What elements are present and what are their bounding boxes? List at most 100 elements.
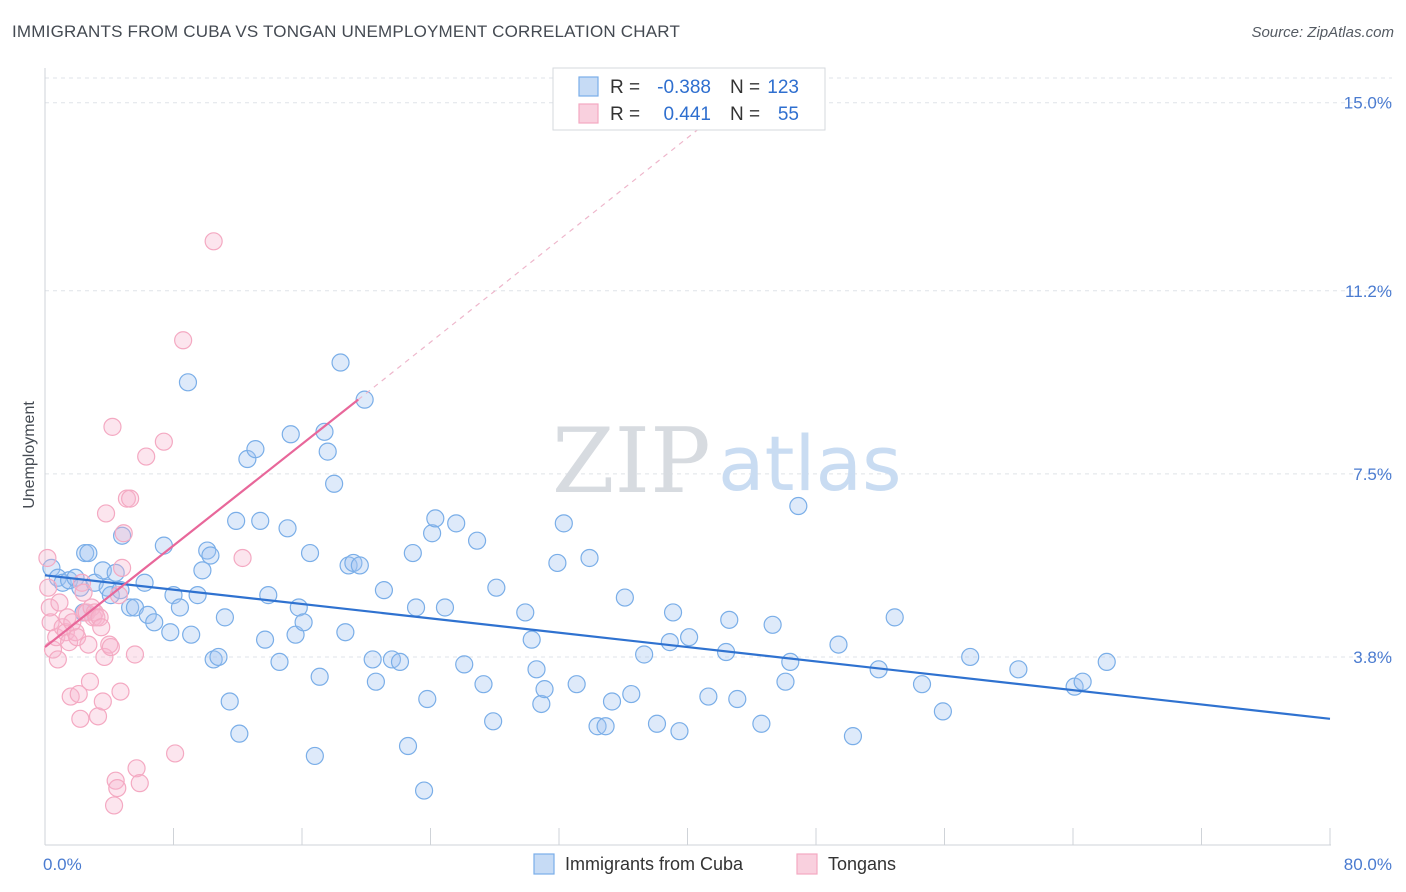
grid-lines (45, 77, 1392, 658)
cuba-point-82 (532, 694, 551, 714)
cuba-point-32 (209, 647, 228, 667)
cuba-point-91 (615, 588, 634, 607)
tongans-point-17 (71, 709, 90, 728)
cuba-point-94 (647, 714, 667, 733)
cuba-point-118 (1097, 652, 1116, 672)
cuba-point-85 (554, 514, 573, 533)
bottom-legend-swatch-tongans (796, 853, 818, 875)
cuba-point-22 (161, 623, 180, 642)
cuba-point-8 (79, 543, 98, 563)
cuba-point-53 (325, 474, 344, 493)
cuba-point-64 (390, 652, 410, 672)
tongans-point-52 (174, 331, 193, 350)
bottom-legend-swatch-cuba (533, 853, 555, 875)
cuba-point-31 (204, 650, 223, 669)
tongans-point-33 (96, 504, 116, 523)
cuba-point-47 (294, 613, 313, 632)
tongans-point-31 (93, 692, 112, 711)
cuba-point-86 (567, 675, 586, 694)
tongans-trend-line (44, 398, 359, 648)
tongans-point-38 (106, 771, 125, 790)
tongans-point-49 (137, 447, 156, 466)
cuba-point-87 (580, 548, 599, 568)
cuba-point-98 (680, 628, 699, 647)
cuba-point-58 (350, 556, 369, 575)
legend-n-label-1: N = (730, 77, 760, 98)
legend-r-value-1: -0.388 (657, 77, 711, 98)
cuba-point-79 (516, 603, 535, 622)
tongans-trend-extension (357, 124, 704, 401)
cuba-point-35 (227, 511, 246, 530)
legend-swatch-cuba (578, 76, 599, 97)
cuba-point-75 (467, 531, 487, 550)
cuba-point-55 (336, 623, 355, 642)
cuba-point-92 (622, 684, 641, 704)
cuba-point-62 (374, 581, 394, 600)
cuba-point-117 (1073, 672, 1092, 691)
tongans-point-22 (79, 635, 98, 654)
tongans-point-54 (233, 548, 252, 568)
cuba-point-21 (154, 536, 173, 555)
cuba-point-72 (435, 598, 455, 617)
cuba-point-24 (170, 598, 190, 617)
cuba-point-68 (414, 781, 434, 800)
tongans-point-19 (74, 583, 93, 602)
cuba-point-89 (596, 717, 615, 736)
y-tick-label-1: 7.5% (1353, 465, 1392, 484)
cuba-point-71 (426, 509, 445, 528)
cuba-point-81 (527, 660, 546, 679)
cuba-point-27 (188, 586, 207, 605)
tongans-point-1 (39, 578, 58, 597)
tongans-point-46 (125, 645, 145, 664)
series-cuba-points (42, 353, 1116, 800)
legend-swatch-tongans (578, 103, 599, 124)
legend-n-value-1: 123 (767, 77, 799, 98)
cuba-point-50 (310, 667, 329, 686)
y-tick-label-3: 15.0% (1344, 94, 1392, 113)
legend-n-value-2: 55 (778, 104, 799, 125)
tongans-point-6 (48, 650, 67, 669)
cuba-point-83 (535, 680, 554, 699)
cuba-point-70 (423, 524, 442, 543)
source-label: Source: ZipAtlas.com (1251, 24, 1394, 41)
cuba-point-54 (331, 353, 350, 372)
tongans-point-2 (40, 598, 59, 617)
cuba-point-59 (355, 390, 374, 409)
cuba-point-18 (135, 573, 154, 592)
cuba-point-38 (246, 440, 265, 459)
cuba-point-48 (300, 543, 320, 563)
cuba-point-103 (752, 714, 771, 733)
tongans-point-7 (50, 593, 69, 612)
cuba-point-76 (474, 675, 493, 694)
cuba-point-20 (145, 613, 164, 632)
x-tick-label-1: 80.0% (1344, 855, 1392, 874)
chart-title: IMMIGRANTS FROM CUBA VS TONGAN UNEMPLOYM… (12, 22, 681, 41)
cuba-point-60 (363, 650, 382, 669)
cuba-point-108 (829, 635, 848, 654)
y-tick-label-2: 11.2% (1345, 282, 1392, 301)
tongans-point-45 (121, 489, 140, 508)
cuba-trend-line (44, 574, 1331, 720)
y-tick-labels: 3.8% 7.5% 11.2% 15.0% (1344, 94, 1392, 667)
cuba-point-99 (699, 687, 718, 706)
cuba-point-95 (660, 633, 679, 652)
tongans-point-47 (127, 759, 146, 778)
cuba-point-33 (215, 608, 234, 627)
tongans-point-43 (114, 524, 133, 543)
cuba-point-67 (406, 598, 426, 617)
y-axis-label: Unemployment (21, 401, 38, 509)
cuba-point-42 (270, 652, 289, 672)
cuba-point-25 (178, 373, 198, 392)
cuba-point-65 (398, 736, 418, 756)
bottom-legend: Immigrants from Cuba Tongans (533, 853, 896, 875)
tongans-point-42 (112, 558, 132, 577)
cuba-point-112 (912, 675, 932, 694)
cuba-point-104 (763, 615, 782, 634)
cuba-point-107 (789, 496, 808, 516)
tongans-point-35 (101, 637, 120, 657)
series-tongans-points (38, 232, 252, 815)
cuba-point-78 (487, 578, 506, 597)
cuba-point-97 (670, 722, 689, 741)
cuba-point-113 (933, 702, 952, 721)
